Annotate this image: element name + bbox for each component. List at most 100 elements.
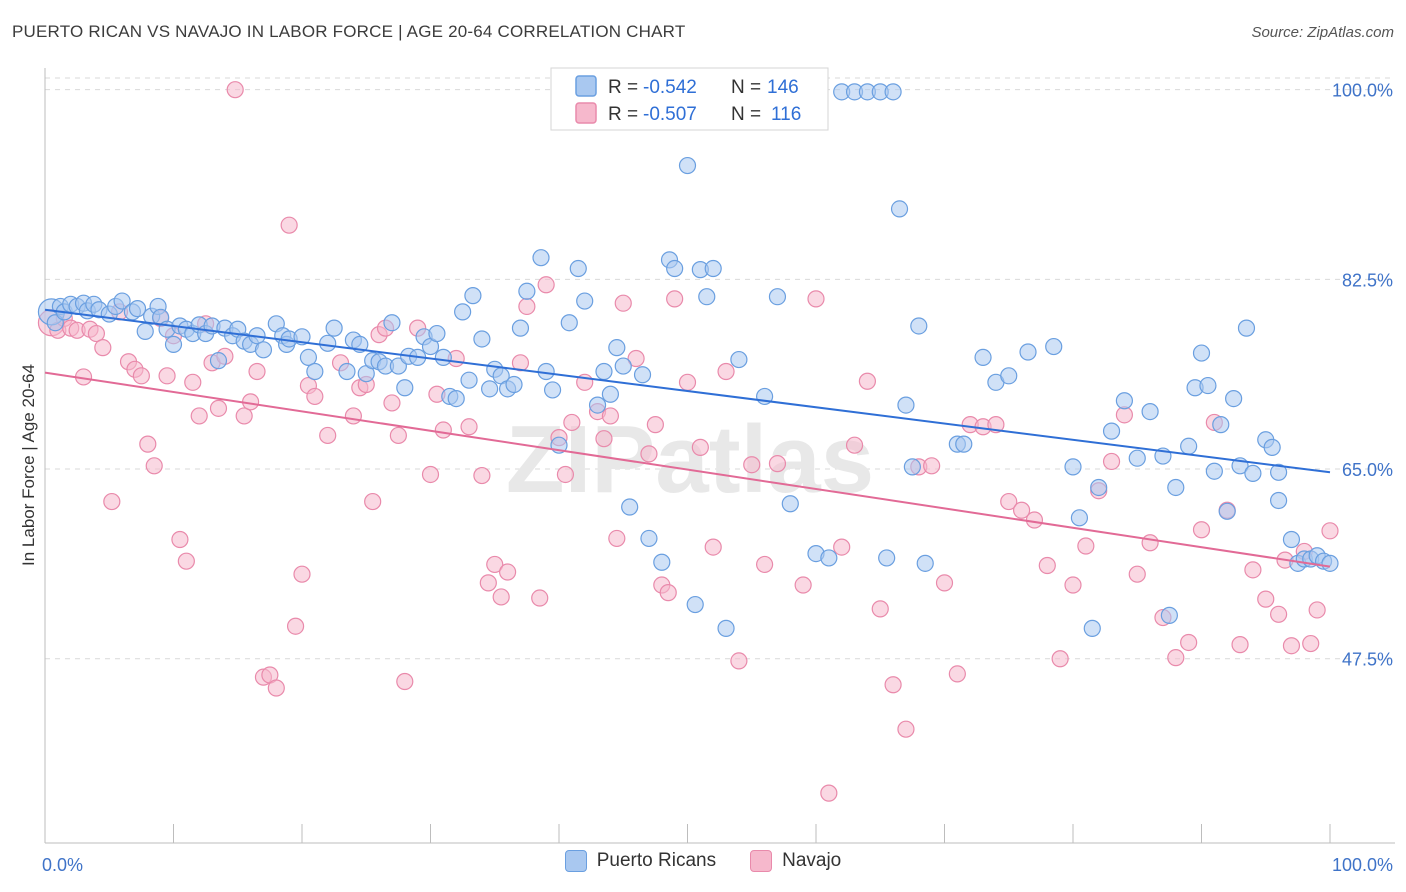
- point-puerto-ricans: [678, 156, 697, 175]
- point-navajo: [103, 492, 121, 511]
- point-navajo: [646, 416, 664, 434]
- point-navajo: [434, 421, 452, 439]
- point-navajo: [833, 538, 851, 556]
- stats-legend-pink-n-value: 116: [771, 104, 801, 125]
- point-puerto-ricans: [319, 334, 337, 352]
- point-puerto-ricans: [916, 554, 934, 572]
- point-puerto-ricans: [428, 324, 446, 343]
- point-puerto-ricans: [621, 498, 639, 516]
- chart-title: PUERTO RICAN VS NAVAJO IN LABOR FORCE | …: [12, 22, 686, 41]
- point-puerto-ricans: [1141, 403, 1159, 421]
- stats-legend-pink-n-label: N =: [731, 104, 761, 125]
- point-navajo: [531, 589, 549, 607]
- point-puerto-ricans: [595, 362, 613, 381]
- point-navajo: [1051, 650, 1069, 668]
- point-navajo: [293, 565, 311, 583]
- point-puerto-ricans: [955, 435, 973, 453]
- chart-source: Source: ZipAtlas.com: [1251, 24, 1394, 41]
- point-puerto-ricans: [640, 529, 658, 548]
- point-puerto-ricans: [254, 341, 273, 359]
- point-navajo: [743, 456, 761, 474]
- point-navajo: [871, 600, 889, 618]
- legend-item-puerto-ricans[interactable]: Puerto Ricans: [564, 850, 716, 872]
- point-puerto-ricans: [1263, 438, 1281, 456]
- point-puerto-ricans: [560, 314, 578, 332]
- point-navajo: [1282, 637, 1301, 655]
- series-legend: Puerto Ricans Navajo: [0, 850, 1406, 872]
- point-navajo: [659, 584, 677, 602]
- point-navajo: [139, 435, 157, 453]
- point-puerto-ricans: [454, 303, 472, 321]
- y-axis-label: In Labor Force | Age 20-64: [19, 364, 38, 566]
- point-navajo: [1141, 534, 1159, 552]
- legend-item-navajo[interactable]: Navajo: [750, 850, 841, 872]
- point-navajo: [1025, 511, 1044, 529]
- point-puerto-ricans: [136, 322, 154, 340]
- point-navajo: [1064, 576, 1082, 594]
- point-puerto-ricans: [890, 200, 909, 218]
- point-navajo: [858, 372, 877, 390]
- point-puerto-ricans: [306, 362, 324, 381]
- trendline-puerto-ricans: [44, 308, 1331, 474]
- point-navajo: [1269, 605, 1288, 623]
- point-navajo: [884, 676, 902, 694]
- stats-legend: R = -0.542 N = 146 R = -0.507 N = 116: [550, 67, 829, 131]
- stats-legend-blue-swatch: [575, 75, 597, 97]
- point-puerto-ricans: [1199, 376, 1217, 395]
- point-navajo: [948, 665, 966, 683]
- point-puerto-ricans: [1205, 462, 1223, 480]
- point-puerto-ricans: [910, 317, 928, 335]
- point-puerto-ricans: [884, 83, 902, 101]
- stats-legend-blue-r-label: R =: [608, 77, 638, 98]
- point-navajo: [383, 394, 401, 412]
- y-tick-label: 65.0%: [1342, 460, 1393, 480]
- point-navajo: [364, 492, 382, 511]
- point-navajo: [1012, 501, 1031, 519]
- stats-legend-pink-swatch: [575, 102, 597, 124]
- point-puerto-ricans: [532, 249, 550, 267]
- point-navajo: [1308, 601, 1326, 619]
- watermark-text: ZIPatlas: [506, 406, 874, 513]
- point-puerto-ricans: [209, 352, 228, 370]
- point-navajo: [845, 436, 864, 454]
- point-navajo: [1192, 521, 1211, 539]
- point-navajo: [820, 784, 838, 802]
- point-navajo: [94, 339, 112, 357]
- point-navajo: [248, 362, 266, 381]
- trendline-navajo: [44, 371, 1331, 568]
- point-navajo: [897, 720, 915, 738]
- point-puerto-ricans: [704, 259, 722, 278]
- point-puerto-ricans: [878, 549, 896, 567]
- point-puerto-ricans: [1090, 478, 1108, 497]
- stats-legend-pink-r-label: R =: [608, 104, 638, 125]
- point-puerto-ricans: [113, 292, 131, 310]
- point-puerto-ricans: [396, 379, 414, 397]
- point-navajo: [486, 555, 504, 574]
- point-puerto-ricans: [505, 375, 523, 394]
- point-puerto-ricans: [666, 259, 684, 278]
- point-navajo: [319, 426, 337, 445]
- point-navajo: [286, 617, 305, 635]
- point-puerto-ricans: [614, 357, 632, 375]
- point-puerto-ricans: [588, 396, 607, 414]
- point-puerto-ricans: [464, 287, 482, 305]
- point-puerto-ricans: [1128, 449, 1146, 467]
- legend-swatch-puerto-ricans: [564, 850, 587, 872]
- point-navajo: [1244, 561, 1262, 579]
- point-puerto-ricans: [325, 319, 343, 337]
- y-tick-label: 82.5%: [1342, 270, 1393, 290]
- point-navajo: [190, 407, 208, 425]
- point-puerto-ricans: [1070, 509, 1089, 527]
- point-puerto-ricans: [1019, 343, 1037, 361]
- point-puerto-ricans: [698, 288, 716, 306]
- point-navajo: [177, 552, 195, 570]
- point-navajo: [704, 538, 722, 556]
- point-puerto-ricans: [1083, 619, 1101, 637]
- point-navajo: [226, 81, 244, 99]
- point-puerto-ricans: [1212, 416, 1230, 434]
- point-puerto-ricans: [1237, 319, 1256, 337]
- point-navajo: [755, 555, 774, 574]
- point-navajo: [171, 530, 189, 549]
- point-navajo: [344, 407, 362, 425]
